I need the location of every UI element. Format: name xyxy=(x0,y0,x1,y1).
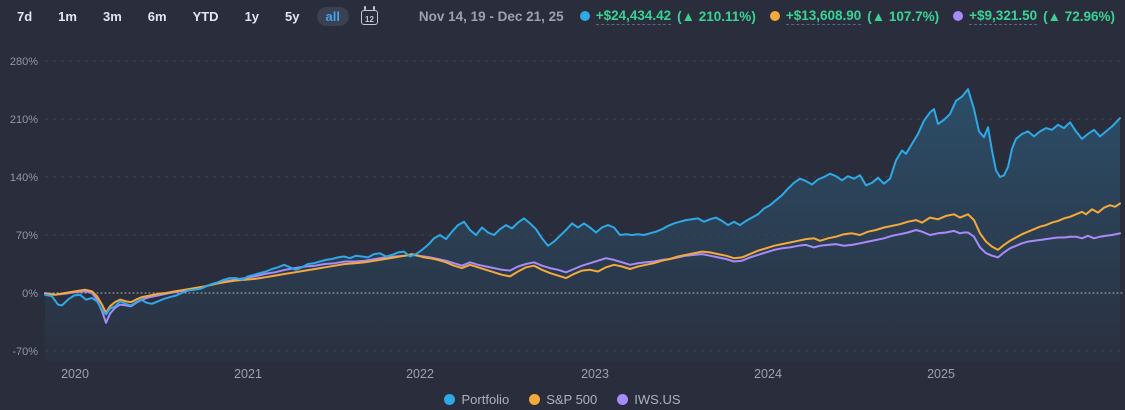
sp500-gain-percent: (▲ 107.7%) xyxy=(867,8,940,24)
legend-sp500[interactable]: S&P 500 xyxy=(529,392,597,407)
range-7d[interactable]: 7d xyxy=(8,7,41,26)
date-range-label: Nov 14, 19 - Dec 21, 25 xyxy=(418,8,564,24)
iws-dot-icon xyxy=(617,394,629,405)
custom-date-range-button[interactable]: 12 xyxy=(360,6,378,25)
range-all[interactable]: all xyxy=(316,6,349,26)
y-axis-tick: 140% xyxy=(10,172,38,184)
legend-portfolio[interactable]: Portfolio xyxy=(444,392,509,407)
portfolio-dot-icon xyxy=(579,11,590,21)
portfolio-dot-icon xyxy=(444,394,456,405)
y-axis-tick: 280% xyxy=(10,56,38,68)
range-5y[interactable]: 5y xyxy=(276,7,308,26)
legend-iws-label: IWS.US xyxy=(634,392,681,407)
chart-header: 7d 1m 3m 6m YTD 1y 5y all 12 Nov 14, 19 … xyxy=(0,0,1125,30)
x-axis-tick: 2020 xyxy=(61,367,89,381)
sp500-dot-icon xyxy=(529,394,541,405)
chart-legend: Portfolio S&P 500 IWS.US xyxy=(0,392,1125,407)
portfolio-gain-value[interactable]: +$24,434.42 xyxy=(595,7,672,25)
x-axis-tick: 2024 xyxy=(754,367,782,381)
iws-dot-icon xyxy=(953,11,964,21)
stat-iws: +$9,321.50 (▲ 72.96%) xyxy=(953,8,1115,25)
sp500-line xyxy=(44,202,1121,314)
range-3m[interactable]: 3m xyxy=(94,7,131,26)
range-1y[interactable]: 1y xyxy=(236,7,268,26)
time-range-selector: 7d 1m 3m 6m YTD 1y 5y all 12 xyxy=(8,6,378,26)
stat-portfolio: +$24,434.42 (▲ 210.11%) xyxy=(579,7,756,25)
stat-sp500: +$13,608.90 (▲ 107.7%) xyxy=(769,7,940,25)
x-axis-tick: 2025 xyxy=(927,367,955,381)
x-axis-tick: 2023 xyxy=(581,367,609,381)
legend-iws[interactable]: IWS.US xyxy=(617,392,681,407)
iws-gain-value[interactable]: +$9,321.50 xyxy=(969,7,1038,25)
calendar-day-label: 12 xyxy=(365,15,374,24)
y-axis-tick: -70% xyxy=(12,346,38,358)
portfolio-gain-percent: (▲ 210.11%) xyxy=(677,8,756,24)
y-axis-tick: 210% xyxy=(10,114,38,126)
calendar-icon: 12 xyxy=(360,6,378,25)
y-axis-tick: 70% xyxy=(16,230,38,242)
y-axis-tick: 0% xyxy=(22,288,38,300)
range-1m[interactable]: 1m xyxy=(49,7,86,26)
portfolio-line xyxy=(44,88,1121,316)
legend-portfolio-label: Portfolio xyxy=(461,392,510,407)
x-axis-tick: 2021 xyxy=(234,367,262,381)
sp500-dot-icon xyxy=(769,11,780,21)
range-6m[interactable]: 6m xyxy=(139,7,176,26)
range-ytd[interactable]: YTD xyxy=(184,7,228,26)
sp500-gain-value[interactable]: +$13,608.90 xyxy=(785,7,862,25)
x-axis-tick: 2022 xyxy=(406,367,434,381)
iws-gain-percent: (▲ 72.96%) xyxy=(1043,8,1115,24)
period-stats: Nov 14, 19 - Dec 21, 25 +$24,434.42 (▲ 2… xyxy=(419,8,1115,25)
legend-sp500-label: S&P 500 xyxy=(546,392,598,407)
